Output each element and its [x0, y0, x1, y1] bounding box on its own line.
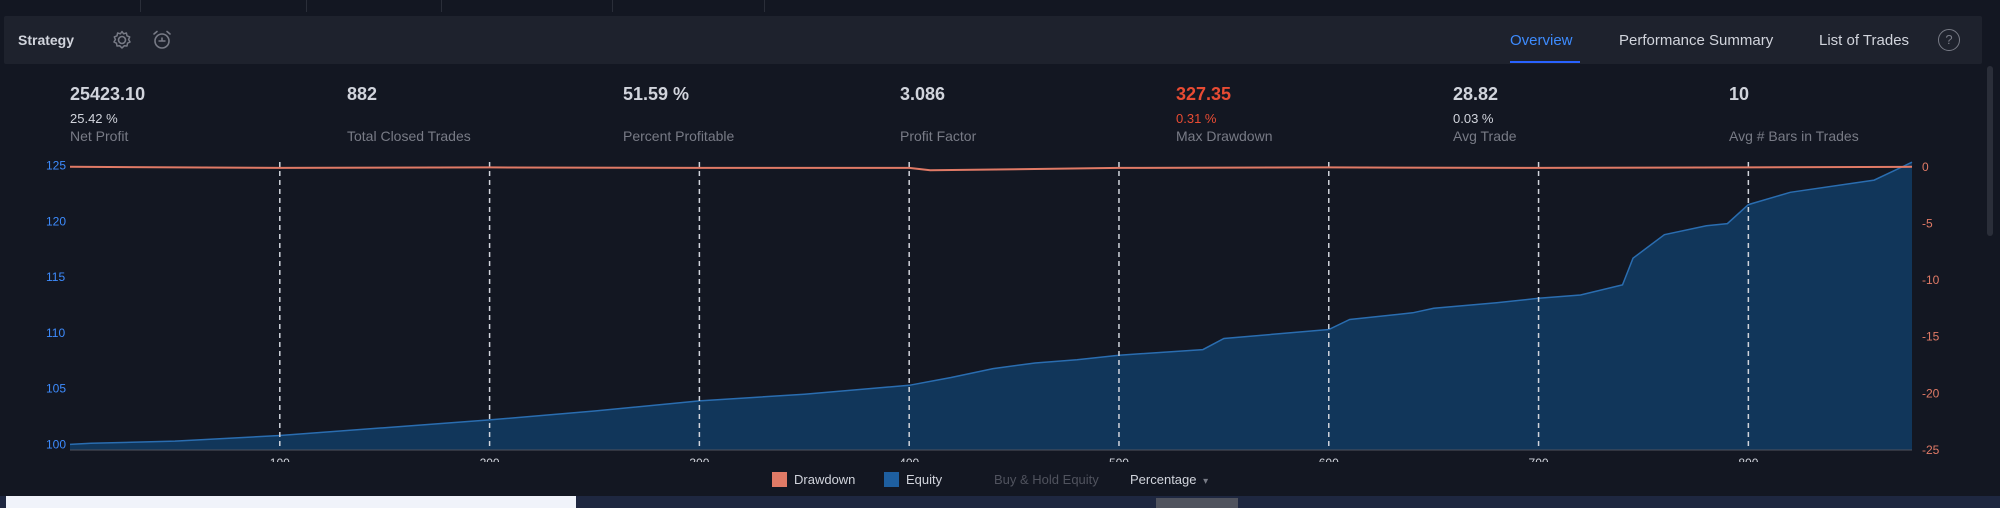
- x-tick-label: 300: [689, 456, 709, 462]
- y-left-tick-label: 120: [46, 214, 66, 228]
- strategy-toolbar: Strategy Overview Performance Summary Li…: [4, 16, 1982, 64]
- top-strip-divider: [306, 0, 307, 12]
- x-tick-label: 700: [1529, 456, 1549, 462]
- stat-value: 25423.10: [70, 84, 146, 104]
- stat-percent: [623, 111, 734, 126]
- stat-label: Net Profit: [70, 128, 129, 144]
- legend-label-equity: Equity: [906, 472, 943, 487]
- tab-list-of-trades[interactable]: List of Trades: [1819, 32, 1910, 49]
- x-tick-label: 600: [1319, 456, 1339, 462]
- stat-label: Profit Factor: [900, 128, 977, 144]
- top-strip-divider: [764, 0, 765, 12]
- y-right-tick-label: -5: [1922, 216, 1933, 230]
- alarm-add-icon[interactable]: [150, 28, 174, 52]
- stat-net-profit: 25423.10 25.42 % Net Profit: [70, 84, 145, 144]
- scrollbar-thumb[interactable]: [1987, 66, 1993, 236]
- stat-percent: [1729, 111, 1859, 126]
- stat-percent: [900, 111, 976, 126]
- strategy-title: Strategy: [18, 32, 75, 48]
- mode-dropdown-label: Percentage: [1130, 472, 1197, 487]
- top-strip-divider: [140, 0, 141, 12]
- gear-icon[interactable]: [110, 28, 134, 52]
- active-tab-indicator: [1510, 61, 1580, 63]
- stat-value: 10: [1729, 84, 1750, 104]
- drawdown-line: [69, 165, 1913, 172]
- legend-label-drawdown: Drawdown: [794, 472, 856, 487]
- tab-overview[interactable]: Overview: [1510, 32, 1573, 49]
- y-left-tick-label: 125: [46, 159, 66, 173]
- legend-item-buy-hold[interactable]: Buy & Hold Equity: [994, 472, 1099, 487]
- equity-area: [70, 162, 1912, 450]
- vertical-scrollbar[interactable]: [1982, 66, 2000, 486]
- legend-item-equity[interactable]: Equity: [884, 472, 942, 487]
- stat-value: 28.82: [1453, 84, 1499, 104]
- x-tick-label: 100: [270, 456, 290, 462]
- bottom-bar: [0, 496, 2000, 508]
- stat-label: Avg # Bars in Trades: [1729, 128, 1859, 144]
- y-left-tick-label: 105: [46, 382, 66, 396]
- stat-label: Max Drawdown: [1176, 128, 1273, 144]
- stat-profit-factor: 3.086 Profit Factor: [900, 84, 976, 144]
- equity-line: [69, 161, 1913, 446]
- stat-percent: [347, 111, 471, 126]
- drawdown-swatch: [772, 472, 787, 487]
- y-right-tick-label: -10: [1922, 273, 1940, 287]
- y-left-tick-label: 110: [46, 326, 65, 340]
- x-tick-label: 400: [899, 456, 919, 462]
- stat-percent-profitable: 51.59 % Percent Profitable: [623, 84, 734, 144]
- y-right-tick-label: -25: [1922, 443, 1940, 457]
- stat-percent: 25.42 %: [70, 111, 118, 126]
- x-tick-label: 200: [480, 456, 500, 462]
- y-right-tick-label: -20: [1922, 386, 1940, 400]
- stat-value: 882: [347, 84, 378, 104]
- tab-performance-summary[interactable]: Performance Summary: [1619, 32, 1774, 49]
- stat-percent: 0.03 %: [1453, 111, 1494, 126]
- stat-label: Percent Profitable: [623, 128, 735, 144]
- stat-value: 327.35: [1176, 84, 1232, 104]
- y-right-tick-label: -15: [1922, 330, 1940, 344]
- stat-label: Avg Trade: [1453, 128, 1517, 144]
- equity-chart[interactable]: 100 200 300 400 500 600 700 800 100 105 110 115 120 1…: [0, 152, 1960, 462]
- bottom-panel: [6, 496, 576, 508]
- help-icon[interactable]: ?: [1938, 29, 1960, 51]
- stat-avg-bars-in-trades: 10 Avg # Bars in Trades: [1729, 84, 1859, 144]
- stat-max-drawdown: 327.35 0.31 % Max Drawdown: [1176, 84, 1272, 144]
- stat-percent: 0.31 %: [1176, 111, 1217, 126]
- x-tick-label: 500: [1109, 456, 1129, 462]
- equity-swatch: [884, 472, 899, 487]
- chevron-down-icon: ▾: [1203, 476, 1209, 487]
- top-strip-divider: [441, 0, 442, 12]
- y-left-tick-label: 100: [46, 437, 66, 451]
- x-tick-label: 800: [1738, 456, 1758, 462]
- mode-dropdown[interactable]: Percentage ▾: [1130, 472, 1208, 487]
- stat-total-closed-trades: 882 Total Closed Trades: [347, 84, 471, 144]
- top-strip: [0, 0, 2000, 14]
- horizontal-scrollbar-thumb[interactable]: [1156, 498, 1238, 508]
- stat-label: Total Closed Trades: [347, 128, 471, 144]
- legend-item-drawdown[interactable]: Drawdown: [772, 472, 855, 487]
- stat-avg-trade: 28.82 0.03 % Avg Trade: [1453, 84, 1517, 144]
- y-left-tick-label: 115: [46, 270, 65, 284]
- y-right-tick-label: 0: [1922, 160, 1929, 174]
- stat-value: 3.086: [900, 84, 946, 104]
- stat-value: 51.59 %: [623, 84, 690, 104]
- top-strip-divider: [612, 0, 613, 12]
